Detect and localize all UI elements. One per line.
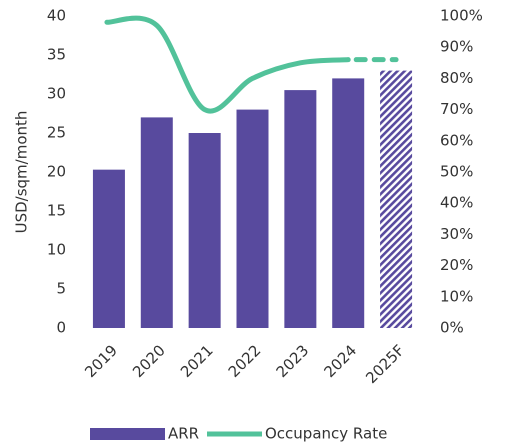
y2-tick-label: 10% (440, 287, 473, 305)
y-tick-label: 5 (56, 280, 66, 298)
legend-label: Occupancy Rate (265, 425, 387, 443)
y-tick-label: 35 (47, 46, 66, 64)
y2-tick-label: 80% (440, 69, 473, 87)
x-tick-label: 2021 (177, 341, 217, 381)
y-tick-label: 15 (47, 202, 66, 220)
x-tick-label: 2022 (225, 341, 265, 381)
y-tick-label: 30 (47, 85, 66, 103)
y-tick-label: 20 (47, 163, 66, 181)
bar (92, 169, 125, 328)
y2-tick-label: 40% (440, 194, 473, 212)
bar (284, 90, 317, 328)
bar (188, 133, 221, 328)
y-axis-label: USD/sqm/month (13, 111, 31, 234)
bar (236, 109, 269, 328)
line (104, 15, 351, 114)
x-tick-label: 2024 (320, 341, 360, 381)
y2-tick-label: 0% (440, 319, 464, 337)
y2-tick-label: 20% (440, 256, 473, 274)
x-tick-label: 2019 (81, 341, 121, 381)
bar (140, 117, 173, 329)
x-tick-label: 2025F (362, 341, 408, 387)
y2-tick-label: 90% (440, 38, 473, 56)
bar (380, 70, 413, 328)
y-tick-label: 0 (56, 319, 66, 337)
y2-tick-label: 60% (440, 131, 473, 149)
y-tick-label: 40 (47, 7, 66, 25)
y2-tick-label: 50% (440, 163, 473, 181)
y2-tick-label: 70% (440, 100, 473, 118)
y2-tick-label: 100% (440, 7, 483, 25)
y2-tick-label: 30% (440, 225, 473, 243)
x-tick-label: 2020 (129, 341, 169, 381)
y-tick-label: 10 (47, 241, 66, 259)
y-tick-label: 25 (47, 124, 66, 142)
bar (332, 78, 365, 329)
legend-label: ARR (168, 425, 199, 443)
x-tick-label: 2023 (273, 341, 313, 381)
legend-swatch (90, 428, 165, 440)
